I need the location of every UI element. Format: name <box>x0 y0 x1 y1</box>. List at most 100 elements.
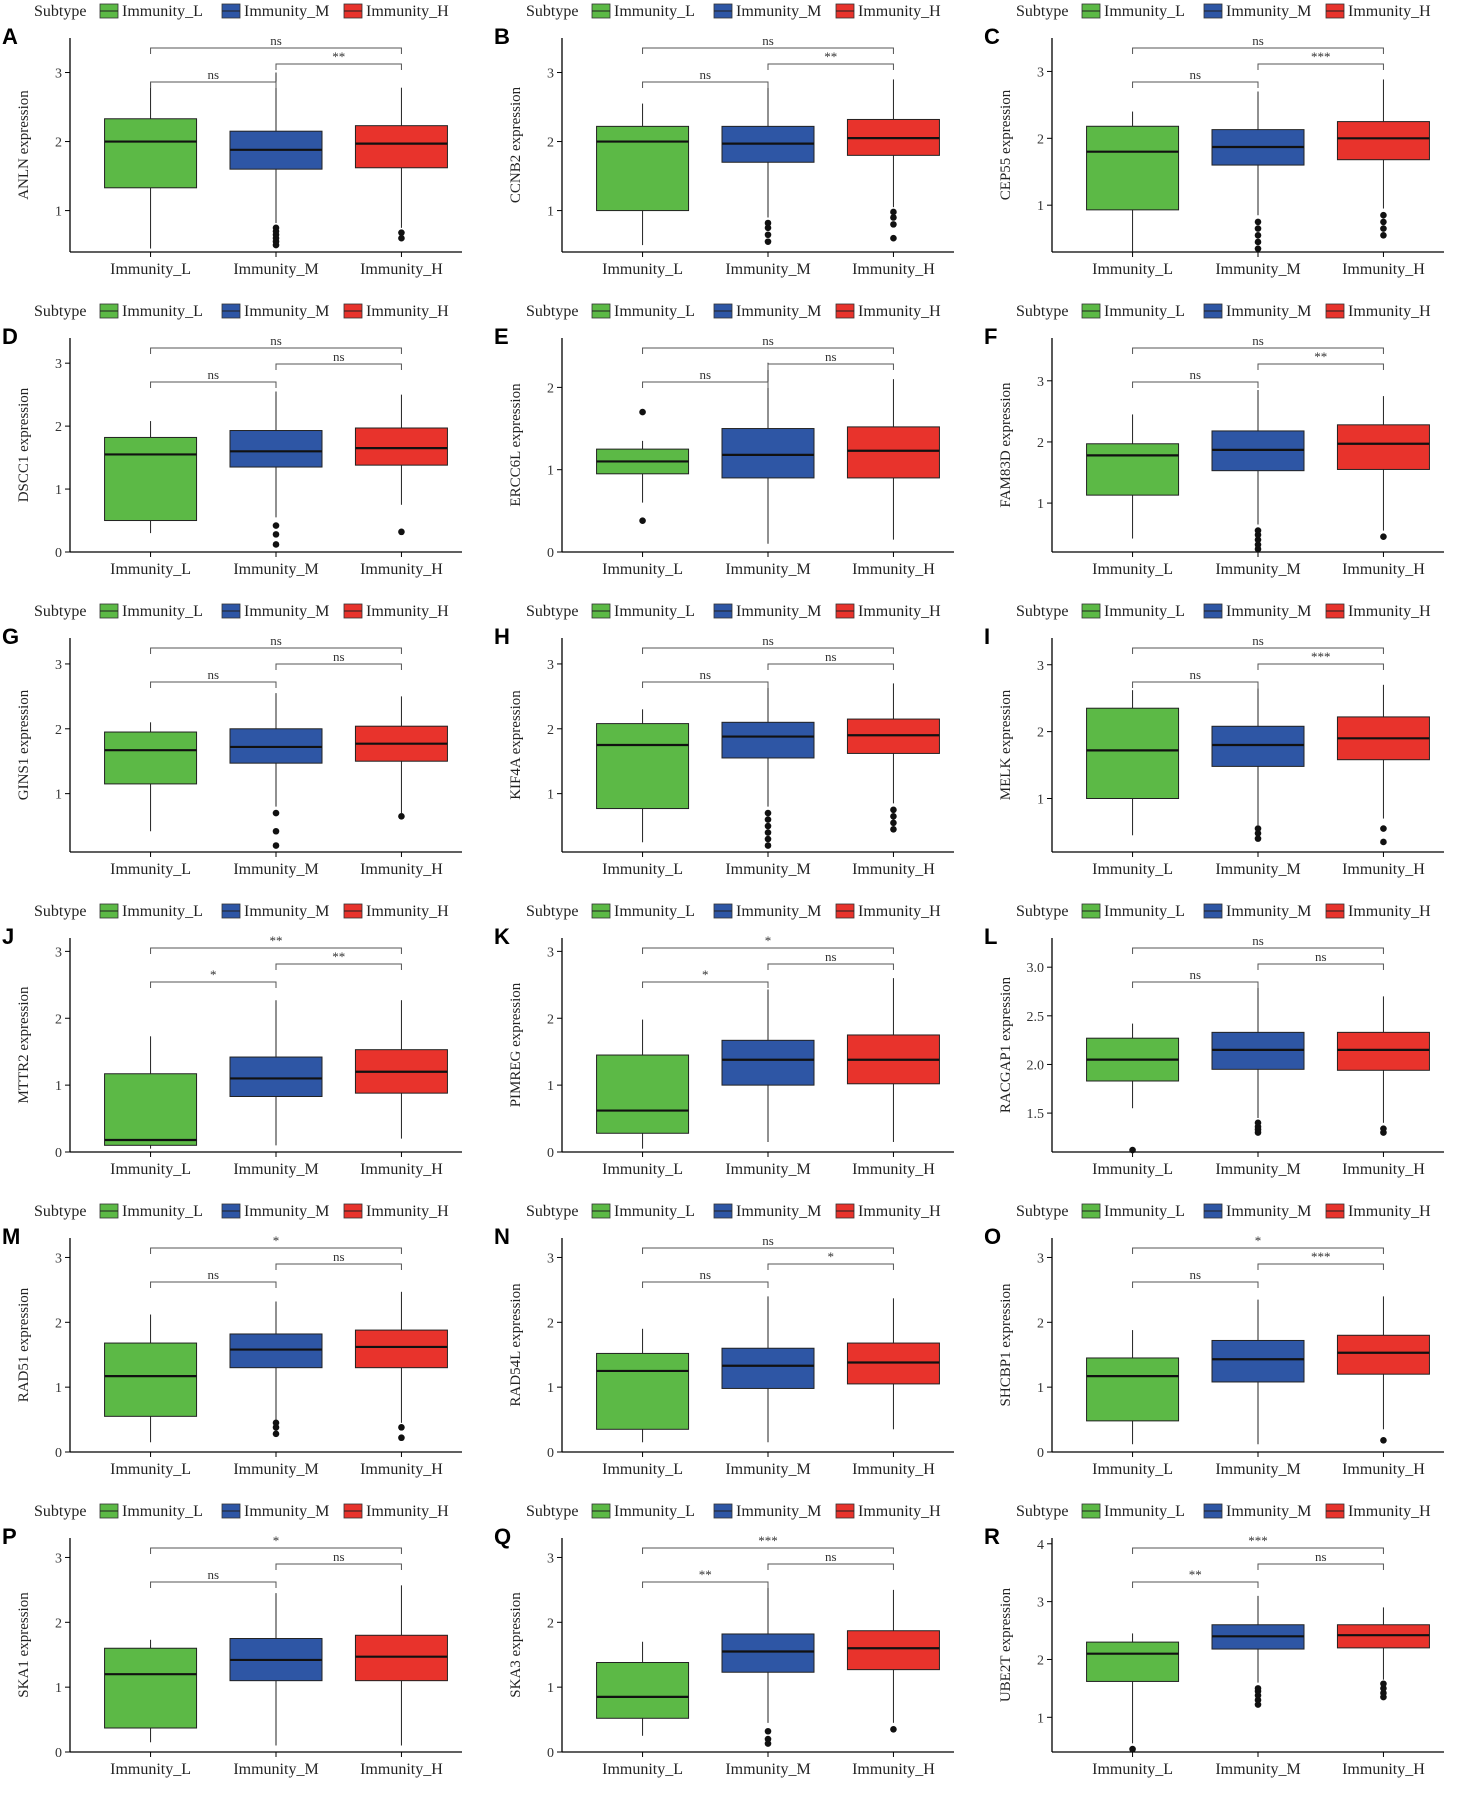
bracket-l-h: ns <box>1132 33 1384 54</box>
bracket-l-m: * <box>642 967 769 988</box>
significance-brackets: ** ns *** <box>1132 1533 1384 1588</box>
legend-label-immunity-m: Immunity_M <box>736 1203 821 1220</box>
legend: Subtype Immunity_L Immunity_M Immunity_H <box>34 903 449 920</box>
bracket-l-m: ns <box>642 67 769 88</box>
box-body <box>1336 1031 1430 1071</box>
x-tick-label-immunity-m: Immunity_M <box>1215 1761 1300 1778</box>
bracket-label: ** <box>1189 1567 1202 1582</box>
outlier-point <box>890 214 897 221</box>
x-tick-label-immunity-l: Immunity_L <box>110 1461 191 1478</box>
bracket-label: ** <box>1314 349 1327 364</box>
legend: Subtype Immunity_L Immunity_M Immunity_H <box>526 303 941 320</box>
legend-title: Subtype <box>1016 603 1068 620</box>
box-body <box>104 1073 198 1146</box>
box-body <box>1336 1624 1430 1649</box>
bracket-label: * <box>827 1249 834 1264</box>
box-immunity-m <box>1211 389 1305 553</box>
legend-label-immunity-h: Immunity_H <box>1348 1503 1431 1520</box>
legend-label-immunity-h: Immunity_H <box>1348 603 1431 620</box>
box-immunity-l <box>596 408 690 525</box>
box-immunity-m <box>721 1296 815 1443</box>
box-body <box>229 1333 323 1369</box>
bracket-label: ns <box>825 349 837 364</box>
y-axis-label: FAM83D expression <box>998 382 1014 508</box>
x-tick-label-immunity-m: Immunity_M <box>725 1461 810 1478</box>
y-axis-label: ERCC6L expression <box>508 383 524 507</box>
bracket-l-m: ** <box>642 1567 769 1588</box>
y-axis-label: GINS1 expression <box>16 689 32 800</box>
outlier-point <box>764 238 772 245</box>
bracket-label: ns <box>1189 67 1201 82</box>
outlier-point <box>764 842 772 849</box>
x-tick-label-immunity-l: Immunity_L <box>110 1161 191 1178</box>
x-tick-label-immunity-h: Immunity_H <box>852 261 935 278</box>
bracket-label: * <box>273 1233 280 1248</box>
y-tick-label: 1 <box>547 1079 554 1094</box>
panel-letter: G <box>2 624 19 649</box>
bracket-line <box>150 381 277 388</box>
x-tick-label-immunity-h: Immunity_H <box>360 861 443 878</box>
panel-letter: K <box>494 924 510 949</box>
bracket-l-m: ns <box>1132 967 1259 988</box>
legend-label-immunity-h: Immunity_H <box>858 1503 941 1520</box>
y-axis-label: SKA3 expression <box>508 1592 524 1698</box>
y-axis-label: MTTR2 expression <box>16 986 32 1104</box>
box-body <box>1336 424 1430 470</box>
legend-label-immunity-h: Immunity_H <box>858 603 941 620</box>
bracket-label: ns <box>270 633 282 648</box>
x-tick-label-immunity-m: Immunity_M <box>725 261 810 278</box>
legend-title: Subtype <box>526 3 578 20</box>
bracket-label: ns <box>699 1267 711 1282</box>
legend-title: Subtype <box>526 303 578 320</box>
bracket-m-h: *** <box>1257 1249 1384 1270</box>
y-tick-label: 3.0 <box>1027 961 1045 976</box>
outlier-point <box>1380 211 1387 219</box>
legend-title: Subtype <box>34 303 86 320</box>
box-body <box>104 118 198 189</box>
bracket-line <box>150 1281 277 1288</box>
bracket-line <box>767 363 894 370</box>
bracket-line <box>1132 381 1259 388</box>
box-immunity-h <box>846 978 940 1142</box>
panel-letter: M <box>2 1224 20 1249</box>
bracket-l-m: ns <box>1132 1267 1259 1288</box>
y-tick-label: 2 <box>547 1012 554 1027</box>
box-body <box>721 1633 815 1673</box>
x-tick-label-immunity-h: Immunity_H <box>1342 561 1425 578</box>
legend-label-immunity-m: Immunity_M <box>244 603 329 620</box>
outlier-point <box>1380 1125 1387 1132</box>
y-tick-label: 2.0 <box>1027 1058 1045 1073</box>
legend-title: Subtype <box>526 603 578 620</box>
bracket-line <box>642 647 894 654</box>
x-tick-label-immunity-m: Immunity_M <box>1215 261 1300 278</box>
box-body <box>596 723 690 810</box>
panel-o: Subtype Immunity_L Immunity_M Immunity_H O 0 1… <box>984 1203 1444 1478</box>
bracket-line <box>1132 1581 1259 1588</box>
y-tick-label: 0 <box>547 1146 554 1161</box>
x-tick-label-immunity-l: Immunity_L <box>1092 861 1173 878</box>
outlier-point <box>1254 829 1262 837</box>
x-tick-label-immunity-m: Immunity_M <box>233 261 318 278</box>
box-body <box>596 1054 690 1134</box>
legend: Subtype Immunity_L Immunity_M Immunity_H <box>34 303 449 320</box>
panel-b: Subtype Immunity_L Immunity_M Immunity_H B 1 2… <box>494 3 954 278</box>
outlier-point <box>764 829 772 836</box>
bracket-line <box>275 63 402 70</box>
x-tick-label-immunity-h: Immunity_H <box>1342 1761 1425 1778</box>
legend-label-immunity-l: Immunity_L <box>122 1503 203 1520</box>
bracket-line <box>1132 947 1384 954</box>
y-tick-label: 1 <box>55 205 62 220</box>
bracket-l-m: ns <box>642 1267 769 1288</box>
bracket-m-h: ns <box>767 1549 894 1570</box>
bracket-line <box>150 1581 277 1588</box>
bracket-line <box>642 1581 769 1588</box>
legend-label-immunity-h: Immunity_H <box>1348 903 1431 920</box>
box-immunity-h <box>1336 396 1430 541</box>
panel-c: Subtype Immunity_L Immunity_M Immunity_H C 1 2… <box>984 3 1444 278</box>
box-immunity-l <box>104 1314 198 1443</box>
box-body <box>596 1662 690 1719</box>
y-tick-label: 1 <box>55 1681 62 1696</box>
legend-label-immunity-m: Immunity_M <box>1226 903 1311 920</box>
x-tick-label-immunity-m: Immunity_M <box>1215 561 1300 578</box>
panel-j: Subtype Immunity_L Immunity_M Immunity_H J 0 1… <box>2 903 462 1178</box>
